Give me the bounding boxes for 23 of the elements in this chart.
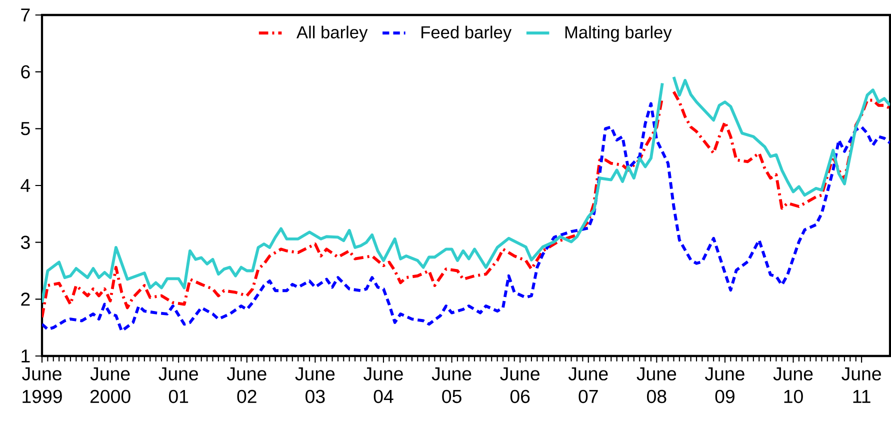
y-tick-label: 2 bbox=[21, 292, 30, 306]
legend-label: All barley bbox=[296, 26, 368, 42]
y-tick-label: 3 bbox=[20, 236, 30, 249]
x-tick-label: June 03 bbox=[295, 367, 335, 404]
x-tick-label: June 06 bbox=[500, 367, 540, 404]
y-tick-label: 6 bbox=[21, 65, 30, 78]
x-tick-label: June 05 bbox=[432, 367, 472, 404]
x-tick-label: June 1999 bbox=[22, 367, 62, 404]
x-tick-label: June 2000 bbox=[90, 367, 130, 404]
x-tick-label: June 02 bbox=[226, 367, 266, 404]
legend-label: Malting barley bbox=[565, 26, 672, 42]
y-tick-label: 7 bbox=[21, 8, 30, 22]
x-tick-label: June 09 bbox=[705, 367, 744, 404]
y-tick-label: 1 bbox=[22, 350, 30, 362]
x-tick-label: June 01 bbox=[158, 367, 198, 404]
legend-label: Feed barley bbox=[422, 26, 512, 42]
y-tick-label: 4 bbox=[20, 179, 30, 192]
x-tick-label: June 07 bbox=[568, 367, 608, 404]
y-tick-label: 5 bbox=[21, 122, 30, 136]
x-tick-label: June 04 bbox=[364, 367, 403, 404]
x-tick-label: June 11 bbox=[842, 367, 881, 403]
x-tick-label: June 10 bbox=[773, 367, 813, 404]
x-tick-label: June 08 bbox=[636, 367, 676, 404]
